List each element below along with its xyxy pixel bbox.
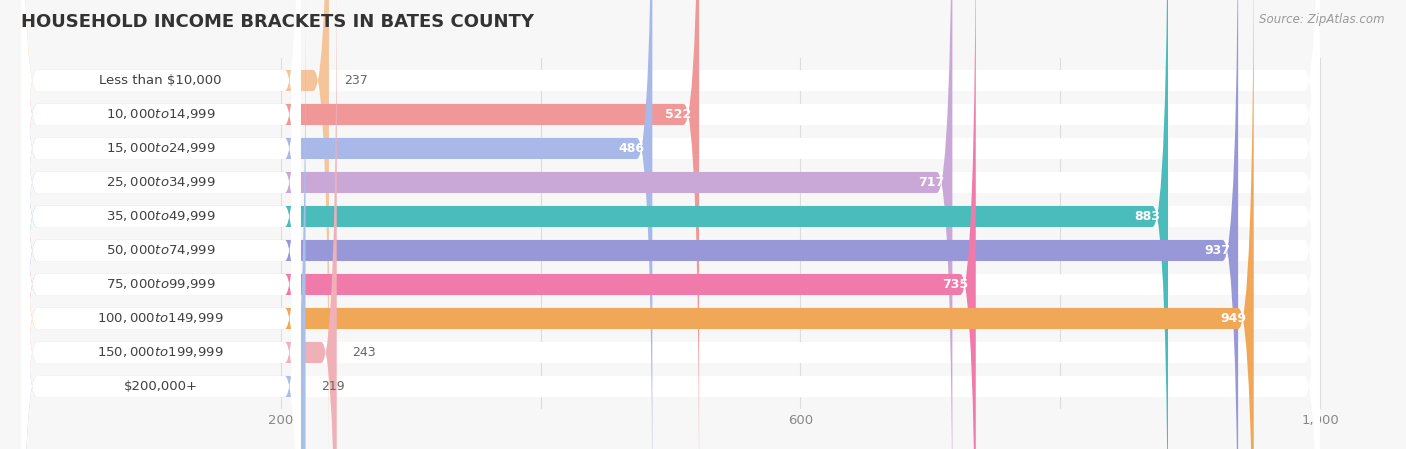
Text: 522: 522 [665,108,692,121]
FancyBboxPatch shape [21,0,1239,449]
Text: 237: 237 [344,74,368,87]
Text: Less than $10,000: Less than $10,000 [100,74,222,87]
FancyBboxPatch shape [21,0,1320,449]
Text: 243: 243 [353,346,375,359]
Text: $200,000+: $200,000+ [124,380,198,393]
Text: 486: 486 [619,142,644,155]
Text: $15,000 to $24,999: $15,000 to $24,999 [105,141,215,155]
Text: $35,000 to $49,999: $35,000 to $49,999 [105,210,215,224]
FancyBboxPatch shape [21,0,301,449]
Text: $10,000 to $14,999: $10,000 to $14,999 [105,107,215,122]
FancyBboxPatch shape [21,0,1320,449]
Text: HOUSEHOLD INCOME BRACKETS IN BATES COUNTY: HOUSEHOLD INCOME BRACKETS IN BATES COUNT… [21,13,534,31]
FancyBboxPatch shape [21,0,1168,449]
FancyBboxPatch shape [21,0,301,449]
FancyBboxPatch shape [21,0,301,449]
FancyBboxPatch shape [21,0,952,449]
FancyBboxPatch shape [21,0,336,449]
Text: 735: 735 [942,278,967,291]
Text: 717: 717 [918,176,945,189]
FancyBboxPatch shape [21,0,652,449]
FancyBboxPatch shape [21,0,1320,449]
Text: 937: 937 [1205,244,1230,257]
Text: $75,000 to $99,999: $75,000 to $99,999 [105,277,215,291]
Text: $100,000 to $149,999: $100,000 to $149,999 [97,312,224,326]
Text: $150,000 to $199,999: $150,000 to $199,999 [97,345,224,360]
FancyBboxPatch shape [21,0,1320,449]
FancyBboxPatch shape [21,0,1320,449]
FancyBboxPatch shape [21,0,1320,449]
Text: 949: 949 [1220,312,1246,325]
Text: 219: 219 [321,380,344,393]
FancyBboxPatch shape [21,0,1320,449]
FancyBboxPatch shape [21,0,301,449]
Text: 883: 883 [1135,210,1160,223]
FancyBboxPatch shape [21,0,301,449]
FancyBboxPatch shape [21,0,305,449]
Text: Source: ZipAtlas.com: Source: ZipAtlas.com [1260,13,1385,26]
FancyBboxPatch shape [21,0,1320,449]
Text: $50,000 to $74,999: $50,000 to $74,999 [105,243,215,257]
FancyBboxPatch shape [21,0,301,449]
FancyBboxPatch shape [21,0,699,449]
Text: $25,000 to $34,999: $25,000 to $34,999 [105,176,215,189]
FancyBboxPatch shape [21,0,301,449]
FancyBboxPatch shape [21,0,301,449]
FancyBboxPatch shape [21,0,301,449]
FancyBboxPatch shape [21,0,1320,449]
FancyBboxPatch shape [21,0,301,449]
FancyBboxPatch shape [21,0,1254,449]
FancyBboxPatch shape [21,0,976,449]
FancyBboxPatch shape [21,0,329,449]
FancyBboxPatch shape [21,0,1320,449]
